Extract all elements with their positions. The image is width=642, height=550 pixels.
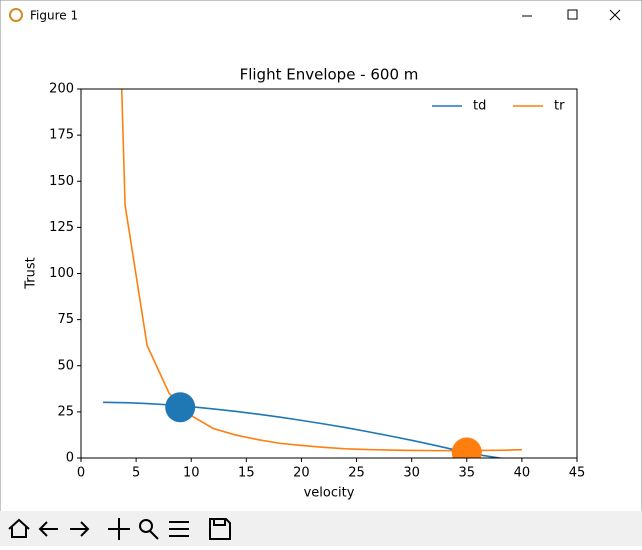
x-tick-label: 25 (348, 466, 365, 481)
y-tick-label: 50 (57, 358, 74, 373)
save-button[interactable] (209, 518, 231, 540)
close-button[interactable] (609, 9, 621, 21)
window-title: Figure 1 (30, 9, 78, 23)
title-bar: Figure 1 (9, 8, 621, 23)
zoom-button[interactable] (139, 519, 159, 540)
x-axis-label: velocity (304, 486, 355, 501)
y-tick-label: 175 (49, 128, 74, 143)
y-axis-label: Trust (24, 257, 39, 289)
plot: Flight Envelope - 600 m velocity Trust 0… (24, 66, 586, 501)
home-button[interactable] (8, 518, 30, 538)
y-tick-label: 0 (66, 451, 74, 466)
marker-point (451, 437, 482, 458)
y-tick-label: 200 (49, 82, 74, 97)
y-tick-label: 150 (49, 174, 74, 189)
maximize-button[interactable] (567, 9, 578, 20)
x-tick-label: 30 (403, 466, 420, 481)
y-tick-label: 25 (57, 404, 74, 419)
toolbar (0, 511, 642, 546)
y-tick-label: 100 (49, 266, 74, 281)
plot-area (103, 89, 522, 458)
x-tick-label: 0 (77, 466, 85, 481)
back-button[interactable] (38, 521, 58, 537)
x-tick-label: 45 (569, 466, 586, 481)
forward-button[interactable] (70, 521, 90, 537)
chart-title: Flight Envelope - 600 m (240, 66, 419, 84)
x-tick-label: 15 (238, 466, 255, 481)
configure-button[interactable] (169, 521, 189, 537)
marker-point (165, 392, 196, 423)
y-tick-label: 125 (49, 220, 74, 235)
x-tick-label: 40 (514, 466, 531, 481)
axes-frame (80, 88, 578, 459)
x-tick-label: 35 (459, 466, 476, 481)
app-icon (9, 8, 23, 22)
y-tick-label: 75 (57, 312, 74, 327)
x-tick-label: 20 (293, 466, 310, 481)
toolbar-icons (8, 518, 231, 540)
legend-label: td (473, 99, 486, 114)
legend-label: tr (554, 99, 565, 114)
x-tick-label: 10 (183, 466, 200, 481)
x-tick-label: 5 (132, 466, 140, 481)
pan-button[interactable] (108, 518, 130, 540)
